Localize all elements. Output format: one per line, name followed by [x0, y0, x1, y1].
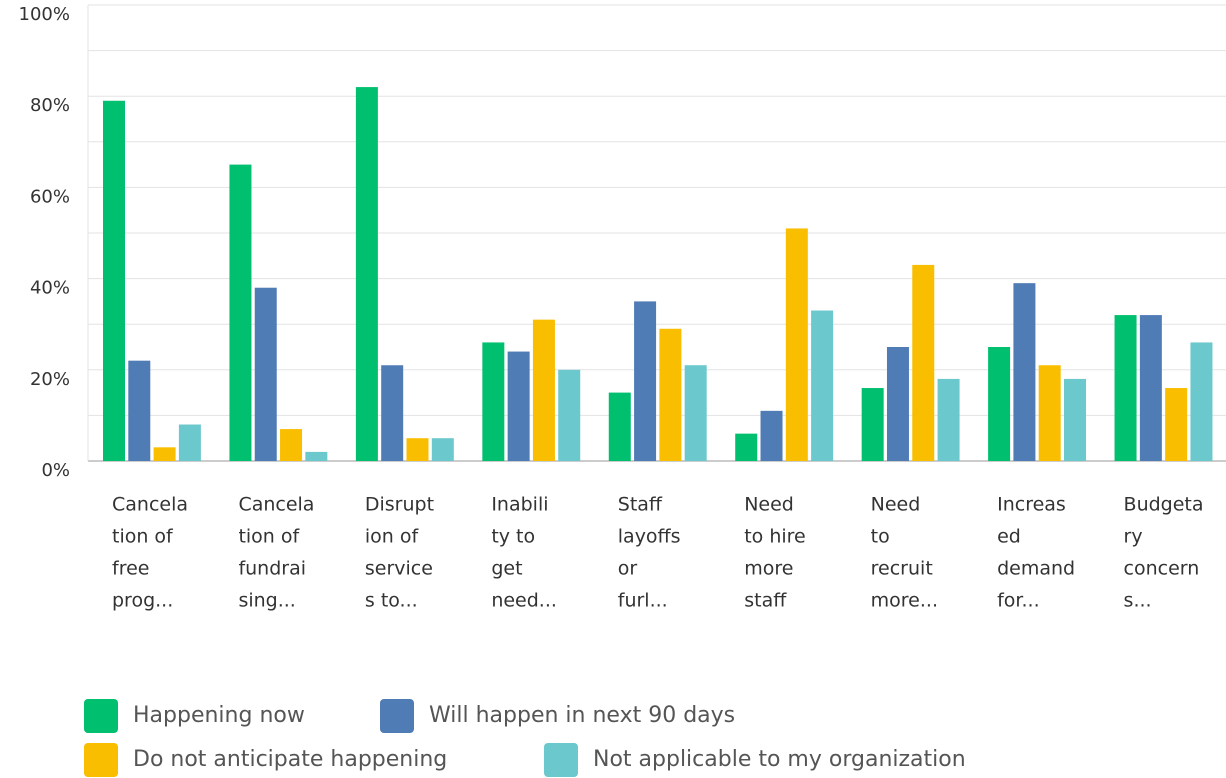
x-tick-label: more [744, 558, 793, 580]
bar [785, 228, 808, 461]
x-tick-label: Increas [997, 494, 1066, 516]
bar [381, 365, 404, 461]
bar [886, 347, 909, 461]
bar [811, 310, 834, 461]
bar [1013, 283, 1036, 461]
bar [128, 360, 151, 461]
bar [532, 319, 555, 461]
x-tick-label: layoffs [618, 526, 681, 548]
x-tick-label: concern [1124, 558, 1200, 580]
bar [254, 287, 277, 461]
bar [735, 433, 758, 461]
bar [1038, 365, 1061, 461]
y-tick-label: 0% [41, 460, 70, 481]
legend-swatch [380, 699, 414, 733]
x-tick-label: tion of [112, 526, 174, 548]
x-tick-label: Need [744, 494, 794, 516]
x-tick-label: Need [871, 494, 921, 516]
bar [482, 342, 505, 461]
bar [103, 100, 125, 461]
x-tick-label: more... [871, 590, 938, 612]
x-tick-label: fundrai [238, 558, 306, 580]
x-tick-label: s to... [365, 590, 418, 612]
bar [760, 410, 783, 461]
x-tick-label: s... [1124, 590, 1152, 612]
bar [507, 351, 530, 461]
bar [431, 438, 454, 461]
x-tick-label: furl... [618, 590, 668, 612]
x-tick-label: service [365, 558, 433, 580]
bar [558, 369, 581, 461]
bar [608, 392, 631, 461]
bar [861, 388, 884, 461]
bar [1139, 315, 1162, 461]
x-tick-label: ion of [365, 526, 420, 548]
legend-label: Not applicable to my organization [593, 747, 966, 772]
legend-swatch [84, 699, 118, 733]
x-tick-label: to [871, 526, 890, 548]
legend-label: Happening now [133, 703, 305, 728]
y-tick-label: 20% [30, 369, 70, 390]
bar [1114, 315, 1137, 461]
x-tick-label: Budgeta [1124, 494, 1204, 516]
bar [988, 347, 1011, 461]
x-tick-label: to hire [744, 526, 806, 548]
bar [1165, 388, 1188, 461]
legend-label: Do not anticipate happening [133, 747, 447, 772]
bar [912, 264, 935, 461]
bar [229, 164, 252, 461]
bar [937, 378, 960, 461]
x-tick-label: prog... [112, 590, 173, 612]
x-tick-label: staff [744, 590, 787, 612]
bar [406, 438, 429, 461]
bar [280, 429, 303, 461]
legend-label: Will happen in next 90 days [429, 703, 735, 728]
x-tick-label: free [112, 558, 149, 580]
legend-swatch [84, 743, 118, 777]
x-tick-label: get [491, 558, 522, 580]
x-tick-label: for... [997, 590, 1040, 612]
x-tick-label: demand [997, 558, 1075, 580]
x-tick-label: Inabili [491, 494, 548, 516]
y-tick-label: 80% [30, 95, 70, 116]
bar [153, 447, 176, 461]
bar [1190, 342, 1213, 461]
bar [355, 87, 378, 461]
bar [634, 301, 657, 461]
bar [684, 365, 707, 461]
x-tick-label: Cancela [238, 494, 314, 516]
x-tick-label: or [618, 558, 638, 580]
x-tick-label: ry [1124, 526, 1143, 548]
x-tick-label: Disrupt [365, 494, 434, 516]
y-tick-label: 40% [30, 278, 70, 299]
y-tick-label: 100% [19, 4, 70, 25]
bar [178, 424, 201, 461]
y-tick-label: 60% [30, 186, 70, 207]
x-tick-label: Staff [618, 494, 663, 516]
x-tick-label: sing... [238, 590, 295, 612]
x-tick-label: need... [491, 590, 557, 612]
x-tick-label: ty to [491, 526, 535, 548]
legend-swatch [544, 743, 578, 777]
x-tick-label: Cancela [112, 494, 188, 516]
bar [659, 328, 682, 461]
x-tick-label: ed [997, 526, 1021, 548]
x-tick-label: recruit [871, 558, 933, 580]
bar [1064, 378, 1087, 461]
x-tick-label: tion of [238, 526, 300, 548]
bar [305, 451, 328, 461]
